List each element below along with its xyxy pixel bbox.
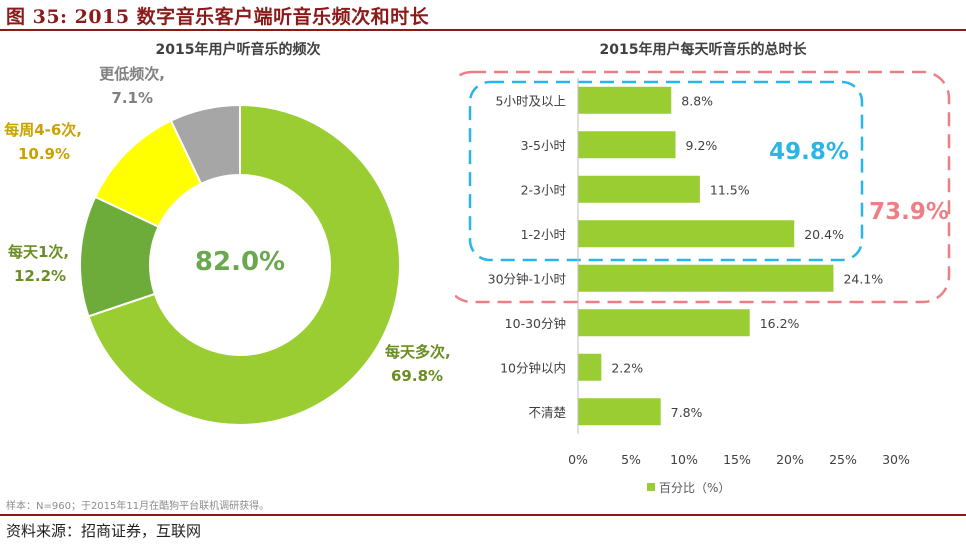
bar — [578, 353, 602, 381]
donut-slices — [79, 103, 401, 426]
bar-value-label: 7.8% — [671, 405, 703, 420]
bar — [578, 264, 834, 292]
x-tick-label: 30% — [882, 452, 910, 467]
donut-slice-label: 每天多次, — [385, 343, 451, 361]
annotation-box-49 — [468, 80, 864, 262]
bar-chart: 2015年用户每天听音乐的总时长 49.8% 73.9% 5小时及以上 8.8% 3… — [455, 41, 951, 495]
source-line: 资料来源：招商证券，互联网 — [6, 522, 202, 540]
x-tick-label: 5% — [621, 452, 641, 467]
bar-category-label: 2-3小时 — [521, 182, 567, 197]
bar — [578, 131, 676, 159]
bar-value-label: 8.8% — [681, 93, 713, 108]
bar-category-label: 3-5小时 — [521, 138, 567, 153]
bar — [578, 175, 700, 203]
bar-value-label: 16.2% — [760, 316, 800, 331]
annotation-label-73: 73.9% — [869, 199, 949, 225]
donut-slice-value: 10.9% — [18, 145, 70, 163]
x-tick-label: 25% — [829, 452, 857, 467]
x-tick-label: 20% — [776, 452, 804, 467]
bar-marks: 5小时及以上 8.8% 3-5小时 9.2% 2-3小时 11.5% 1-2小时 20.4% 3… — [488, 86, 883, 426]
bar-category-label: 1-2小时 — [521, 227, 567, 242]
annotation-box-73 — [455, 70, 951, 304]
bar-category-label: 不清楚 — [528, 405, 566, 420]
bar-value-label: 24.1% — [843, 271, 883, 286]
donut-slice — [169, 103, 241, 186]
donut-slice-value: 69.8% — [391, 367, 443, 385]
donut-labels: 每天多次, 69.8% 每天1次, 12.2% 每周4-6次, 10.9% 更低频次, 7.1… — [4, 65, 451, 385]
donut-slice-value: 12.2% — [14, 267, 66, 285]
sample-note: 样本：N=960；于2015年11月在酷狗平台联机调研获得。 — [6, 501, 270, 512]
donut-chart: 2015年用户听音乐的频次 82.0% 每天多次, 69.8% 每天1次, 12.2%… — [4, 41, 451, 426]
bar-category-label: 5小时及以上 — [496, 93, 566, 108]
bar-category-label: 10-30分钟 — [505, 316, 566, 331]
bar-value-label: 9.2% — [686, 138, 718, 153]
figure-title: 图 35: 2015 数字音乐客户端听音乐频次和时长 — [6, 6, 430, 28]
annotation-label-49: 49.8% — [769, 139, 849, 165]
bar-value-label: 11.5% — [710, 182, 750, 197]
bar — [578, 309, 750, 337]
bar — [578, 86, 672, 114]
x-axis-ticks: 0% 5% 10% 15% 20% 25% 30% — [568, 452, 910, 467]
donut-slice-value: 7.1% — [111, 89, 153, 107]
donut-slice-label: 每天1次, — [8, 243, 69, 261]
x-tick-label: 10% — [670, 452, 698, 467]
donut-slice — [87, 103, 401, 426]
donut-chart-title: 2015年用户听音乐的频次 — [156, 41, 321, 58]
bar-category-label: 30分钟-1小时 — [488, 271, 567, 286]
bar — [578, 220, 795, 248]
donut-slice-label: 每周4-6次, — [4, 121, 82, 139]
bar-chart-title: 2015年用户每天听音乐的总时长 — [600, 41, 808, 58]
legend-label: 百分比（%） — [659, 481, 730, 495]
bar-category-label: 10分钟以内 — [500, 360, 566, 375]
bar-value-label: 2.2% — [611, 360, 643, 375]
bar — [578, 398, 661, 426]
x-tick-label: 0% — [568, 452, 588, 467]
title-divider — [0, 29, 966, 31]
source-divider — [0, 514, 966, 516]
x-tick-label: 15% — [723, 452, 751, 467]
donut-slice-label: 更低频次, — [99, 65, 165, 83]
bar-value-label: 20.4% — [804, 227, 844, 242]
donut-center-label: 82.0% — [195, 247, 285, 277]
legend-swatch — [647, 483, 655, 491]
